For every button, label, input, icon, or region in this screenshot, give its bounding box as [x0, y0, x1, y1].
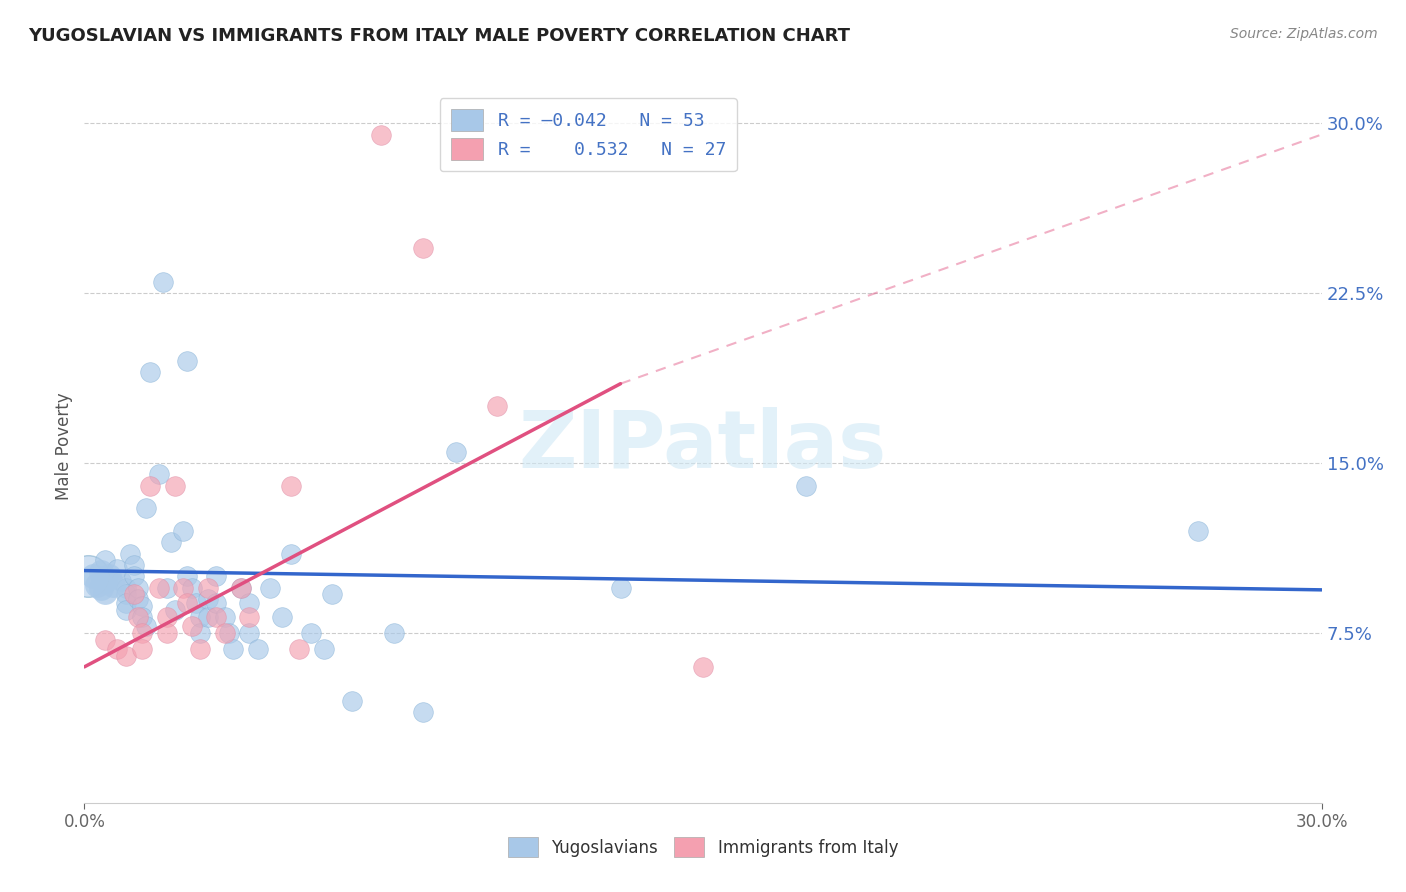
Point: [205, 597, 228, 611]
Point: [131, 626, 153, 640]
Legend: Yugoslavians, Immigrants from Italy: Yugoslavians, Immigrants from Italy: [499, 829, 907, 866]
Point: [299, 626, 322, 640]
Point: [103, 578, 125, 592]
Point: [148, 467, 170, 482]
Point: [165, 478, 187, 492]
Point: [197, 610, 219, 624]
Point: [229, 581, 252, 595]
Point: [176, 354, 198, 368]
Point: [172, 524, 194, 538]
Point: [214, 626, 236, 640]
Point: [105, 562, 128, 576]
Point: [176, 569, 198, 583]
Point: [94, 585, 117, 599]
Point: [280, 478, 302, 492]
Point: [246, 641, 269, 656]
Point: [321, 587, 343, 601]
Point: [114, 587, 136, 601]
Point: [127, 581, 149, 595]
Point: [370, 128, 392, 142]
Point: [280, 547, 302, 561]
Point: [114, 597, 136, 611]
Point: [90, 581, 112, 595]
Point: [86, 578, 108, 592]
Point: [105, 641, 128, 656]
Text: Source: ZipAtlas.com: Source: ZipAtlas.com: [1230, 27, 1378, 41]
Text: YUGOSLAVIAN VS IMMIGRANTS FROM ITALY MALE POVERTY CORRELATION CHART: YUGOSLAVIAN VS IMMIGRANTS FROM ITALY MAL…: [28, 27, 851, 45]
Point: [184, 597, 207, 611]
Point: [609, 581, 631, 595]
Point: [1187, 524, 1209, 538]
Point: [444, 444, 467, 458]
Y-axis label: Male Poverty: Male Poverty: [55, 392, 73, 500]
Point: [131, 610, 153, 624]
Point: [131, 599, 153, 613]
Point: [152, 275, 174, 289]
Point: [259, 581, 281, 595]
Point: [197, 581, 219, 595]
Point: [412, 241, 434, 255]
Point: [692, 660, 714, 674]
Point: [205, 569, 228, 583]
Point: [180, 581, 202, 595]
Point: [229, 581, 252, 595]
Point: [94, 632, 117, 647]
Point: [160, 535, 183, 549]
Point: [156, 626, 179, 640]
Point: [222, 641, 245, 656]
Point: [165, 603, 187, 617]
Point: [110, 574, 132, 588]
Point: [176, 597, 198, 611]
Point: [127, 591, 149, 606]
Point: [114, 648, 136, 663]
Point: [122, 558, 145, 572]
Point: [114, 603, 136, 617]
Point: [794, 478, 817, 492]
Point: [94, 574, 117, 588]
Point: [288, 641, 311, 656]
Point: [218, 626, 240, 640]
Point: [412, 705, 434, 719]
Point: [312, 641, 335, 656]
Point: [205, 610, 228, 624]
Point: [77, 569, 100, 583]
Point: [238, 626, 260, 640]
Point: [197, 591, 219, 606]
Point: [94, 553, 117, 567]
Point: [188, 610, 211, 624]
Text: ZIPatlas: ZIPatlas: [519, 407, 887, 485]
Point: [114, 581, 136, 595]
Point: [127, 610, 149, 624]
Point: [271, 610, 294, 624]
Point: [156, 581, 179, 595]
Point: [82, 569, 104, 583]
Point: [148, 581, 170, 595]
Point: [156, 610, 179, 624]
Point: [122, 587, 145, 601]
Point: [180, 619, 202, 633]
Point: [135, 619, 157, 633]
Point: [238, 597, 260, 611]
Point: [342, 694, 364, 708]
Point: [90, 565, 112, 579]
Point: [122, 569, 145, 583]
Point: [188, 626, 211, 640]
Point: [172, 581, 194, 595]
Point: [98, 569, 121, 583]
Point: [139, 478, 162, 492]
Point: [382, 626, 405, 640]
Point: [131, 641, 153, 656]
Point: [485, 400, 508, 414]
Point: [139, 365, 162, 379]
Point: [118, 547, 141, 561]
Point: [238, 610, 260, 624]
Point: [214, 610, 236, 624]
Point: [188, 641, 211, 656]
Point: [135, 501, 157, 516]
